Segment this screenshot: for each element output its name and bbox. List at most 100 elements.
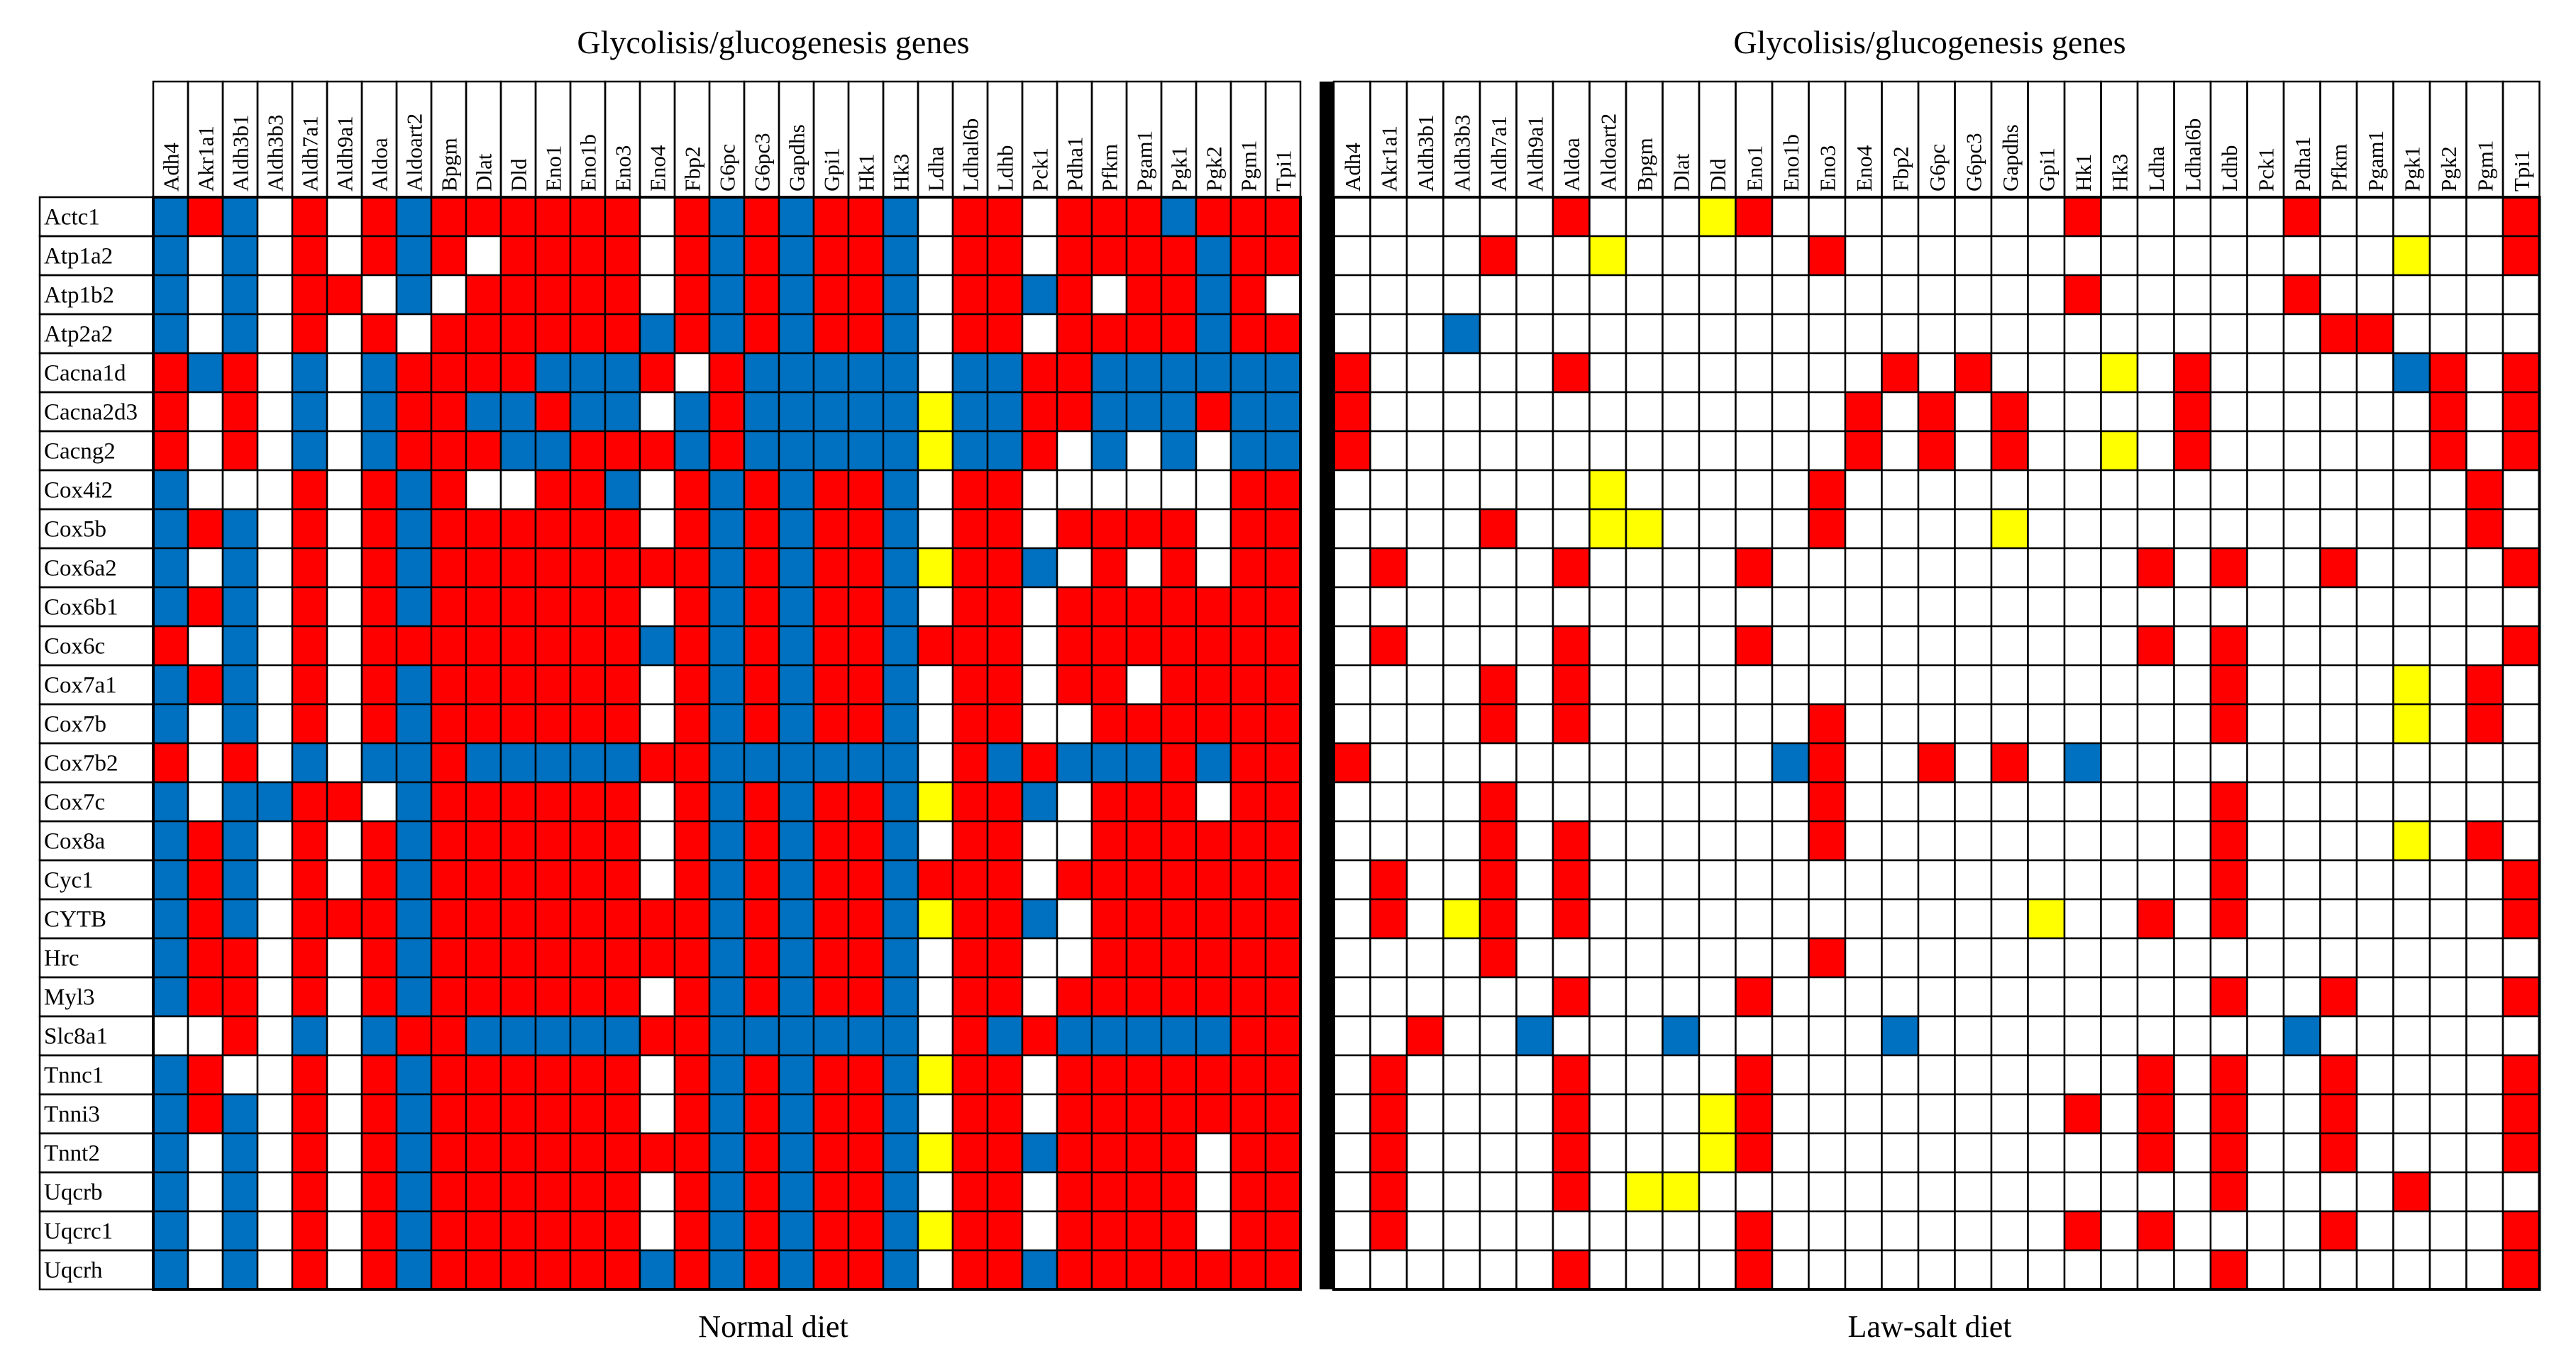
heatmap-cell: [882, 1249, 919, 1291]
heatmap-cell: [1229, 469, 1267, 511]
heatmap-cell: [395, 664, 433, 706]
heatmap-cell: [1698, 781, 1737, 823]
heatmap-cell: [2465, 859, 2504, 901]
heatmap-cell: [1515, 1093, 1554, 1135]
heatmap-cell: [187, 937, 224, 979]
heatmap-cell: [465, 703, 502, 745]
heatmap-cell: [430, 937, 468, 979]
heatmap-cell: [499, 781, 537, 823]
heatmap-cell: [2465, 391, 2504, 433]
heatmap-cell: [2502, 781, 2541, 823]
heatmap-cell: [639, 859, 676, 901]
heatmap-cell: [1056, 352, 1093, 394]
heatmap-cell: [2027, 1171, 2066, 1213]
heatmap-cell: [2428, 1171, 2467, 1213]
heatmap-cell: [847, 391, 885, 433]
heatmap-cell: [778, 1171, 815, 1213]
heatmap-cell: [1881, 781, 1920, 823]
heatmap-cell: [1808, 547, 1847, 589]
heatmap-cell: [569, 1132, 607, 1174]
heatmap-cell: [430, 781, 468, 823]
heatmap-cell: [812, 742, 850, 784]
heatmap-cell: [1442, 664, 1481, 706]
heatmap-cell: [1625, 1171, 1664, 1213]
heatmap-cell: [2428, 898, 2467, 940]
heatmap-cell: [465, 196, 502, 238]
column-label: Ldhal6b: [958, 118, 983, 191]
heatmap-cell: [1021, 625, 1058, 667]
heatmap-cell: [1735, 742, 1774, 784]
heatmap-cell: [1369, 547, 1408, 589]
heatmap-cell: [1662, 859, 1701, 901]
heatmap-cell: [2136, 742, 2175, 784]
heatmap-cell: [1662, 430, 1701, 472]
row-label: Cox4i2: [44, 478, 113, 504]
heatmap-cell: [2465, 1171, 2504, 1213]
heatmap-cell: [917, 625, 954, 667]
heatmap-cell: [1515, 976, 1554, 1018]
heatmap-cell: [1478, 820, 1518, 862]
heatmap-cell: [1552, 508, 1591, 550]
heatmap-cell: [778, 781, 815, 823]
heatmap-cell: [1990, 1132, 2029, 1174]
heatmap-cell: [2246, 586, 2285, 628]
heatmap-cell: [534, 1054, 572, 1096]
heatmap-cell: [1021, 898, 1058, 940]
column-label: Pdha1: [1063, 137, 1088, 192]
heatmap-cell: [743, 703, 780, 745]
heatmap-cell: [2392, 508, 2431, 550]
heatmap-cell: [604, 937, 641, 979]
heatmap-cell: [2319, 820, 2358, 862]
heatmap-cell: [1588, 1249, 1627, 1291]
heatmap-cell: [2136, 274, 2175, 316]
heatmap-cell: [639, 1132, 676, 1174]
heatmap-cell: [1195, 820, 1232, 862]
heatmap-cell: [291, 781, 328, 823]
heatmap-cell: [2502, 274, 2541, 316]
heatmap-cell: [1264, 1249, 1302, 1291]
heatmap-cell: [812, 664, 850, 706]
heatmap-cell: [187, 274, 224, 316]
heatmap-cell: [1405, 547, 1444, 589]
heatmap-cell: [360, 1054, 398, 1096]
heatmap-cell: [1090, 1132, 1128, 1174]
heatmap-cell: [1478, 1210, 1518, 1252]
heatmap-cell: [221, 1054, 259, 1096]
heatmap-cell: [2282, 196, 2321, 238]
row-label: Tnnt2: [44, 1141, 100, 1167]
heatmap-cell: [256, 820, 294, 862]
heatmap-cell: [708, 781, 746, 823]
heatmap-cell: [1881, 313, 1920, 355]
heatmap-cell: [1588, 703, 1627, 745]
heatmap-cell: [604, 1054, 641, 1096]
heatmap-cell: [1844, 1093, 1883, 1135]
heatmap-cell: [812, 1132, 850, 1174]
heatmap-cell: [778, 898, 815, 940]
heatmap-cell: [187, 1015, 224, 1057]
heatmap-cell: [1125, 898, 1163, 940]
heatmap-cell: [499, 703, 537, 745]
heatmap-cell: [1090, 742, 1128, 784]
heatmap-cell: [2319, 196, 2358, 238]
heatmap-cell: [1021, 1249, 1058, 1291]
heatmap-cell: [499, 391, 537, 433]
heatmap-cell: [395, 391, 433, 433]
heatmap-cell: [1264, 976, 1302, 1018]
heatmap-cell: [708, 274, 746, 316]
heatmap-cell: [1917, 976, 1956, 1018]
heatmap-cell: [465, 1171, 502, 1213]
heatmap-cell: [2136, 1015, 2175, 1057]
heatmap-cell: [1369, 391, 1408, 433]
heatmap-cell: [1442, 898, 1481, 940]
heatmap-cell: [1808, 1093, 1847, 1135]
heatmap-cell: [1552, 352, 1591, 394]
heatmap-cell: [1954, 820, 1993, 862]
heatmap-cell: [2392, 742, 2431, 784]
heatmap-cell: [221, 196, 259, 238]
heatmap-cell: [2428, 703, 2467, 745]
heatmap-cell: [1881, 469, 1920, 511]
heatmap-cell: [1844, 352, 1883, 394]
heatmap-cell: [1954, 1054, 1993, 1096]
heatmap-cell: [2428, 274, 2467, 316]
heatmap-cell: [1844, 1210, 1883, 1252]
